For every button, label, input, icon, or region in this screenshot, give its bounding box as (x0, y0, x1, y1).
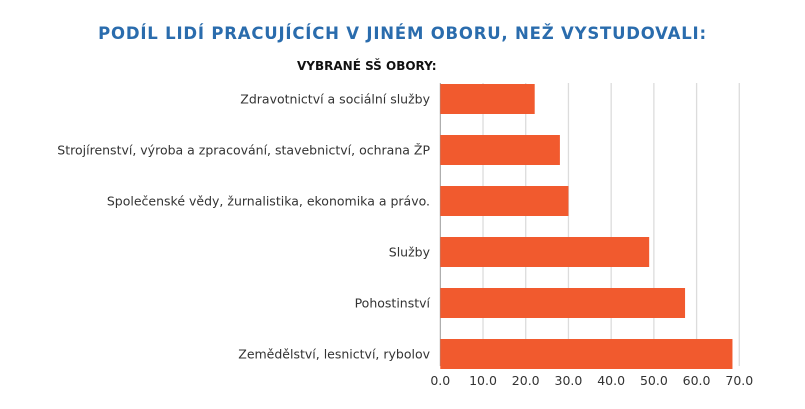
category-label: Služby (389, 245, 431, 260)
bar (440, 288, 686, 318)
category-label: Zdravotnictví a sociální služby (240, 92, 430, 107)
bar (440, 135, 560, 165)
category-label: Strojírenství, výroba a zpracování, stav… (57, 143, 430, 158)
x-tick-label: 40.0 (597, 373, 625, 388)
bar (440, 186, 569, 216)
x-tick-label: 30.0 (555, 373, 583, 388)
chart-subtitle: VYBRANÉ SŠ OBORY: (297, 59, 437, 73)
x-tick-label: 70.0 (725, 373, 753, 388)
bar (440, 84, 535, 114)
bar (440, 339, 733, 369)
bar (440, 237, 650, 267)
category-label: Pohostinství (355, 296, 431, 311)
x-tick-label: 50.0 (640, 373, 668, 388)
category-label: Zemědělství, lesnictví, rybolov (238, 347, 430, 362)
x-tick-label: 0.0 (430, 373, 450, 388)
x-tick-label: 20.0 (512, 373, 540, 388)
chart-title: PODÍL LIDÍ PRACUJÍCÍCH V JINÉM OBORU, NE… (98, 24, 707, 43)
category-label: Společenské vědy, žurnalistika, ekonomik… (107, 194, 430, 209)
x-tick-label: 60.0 (683, 373, 711, 388)
x-tick-label: 10.0 (469, 373, 497, 388)
